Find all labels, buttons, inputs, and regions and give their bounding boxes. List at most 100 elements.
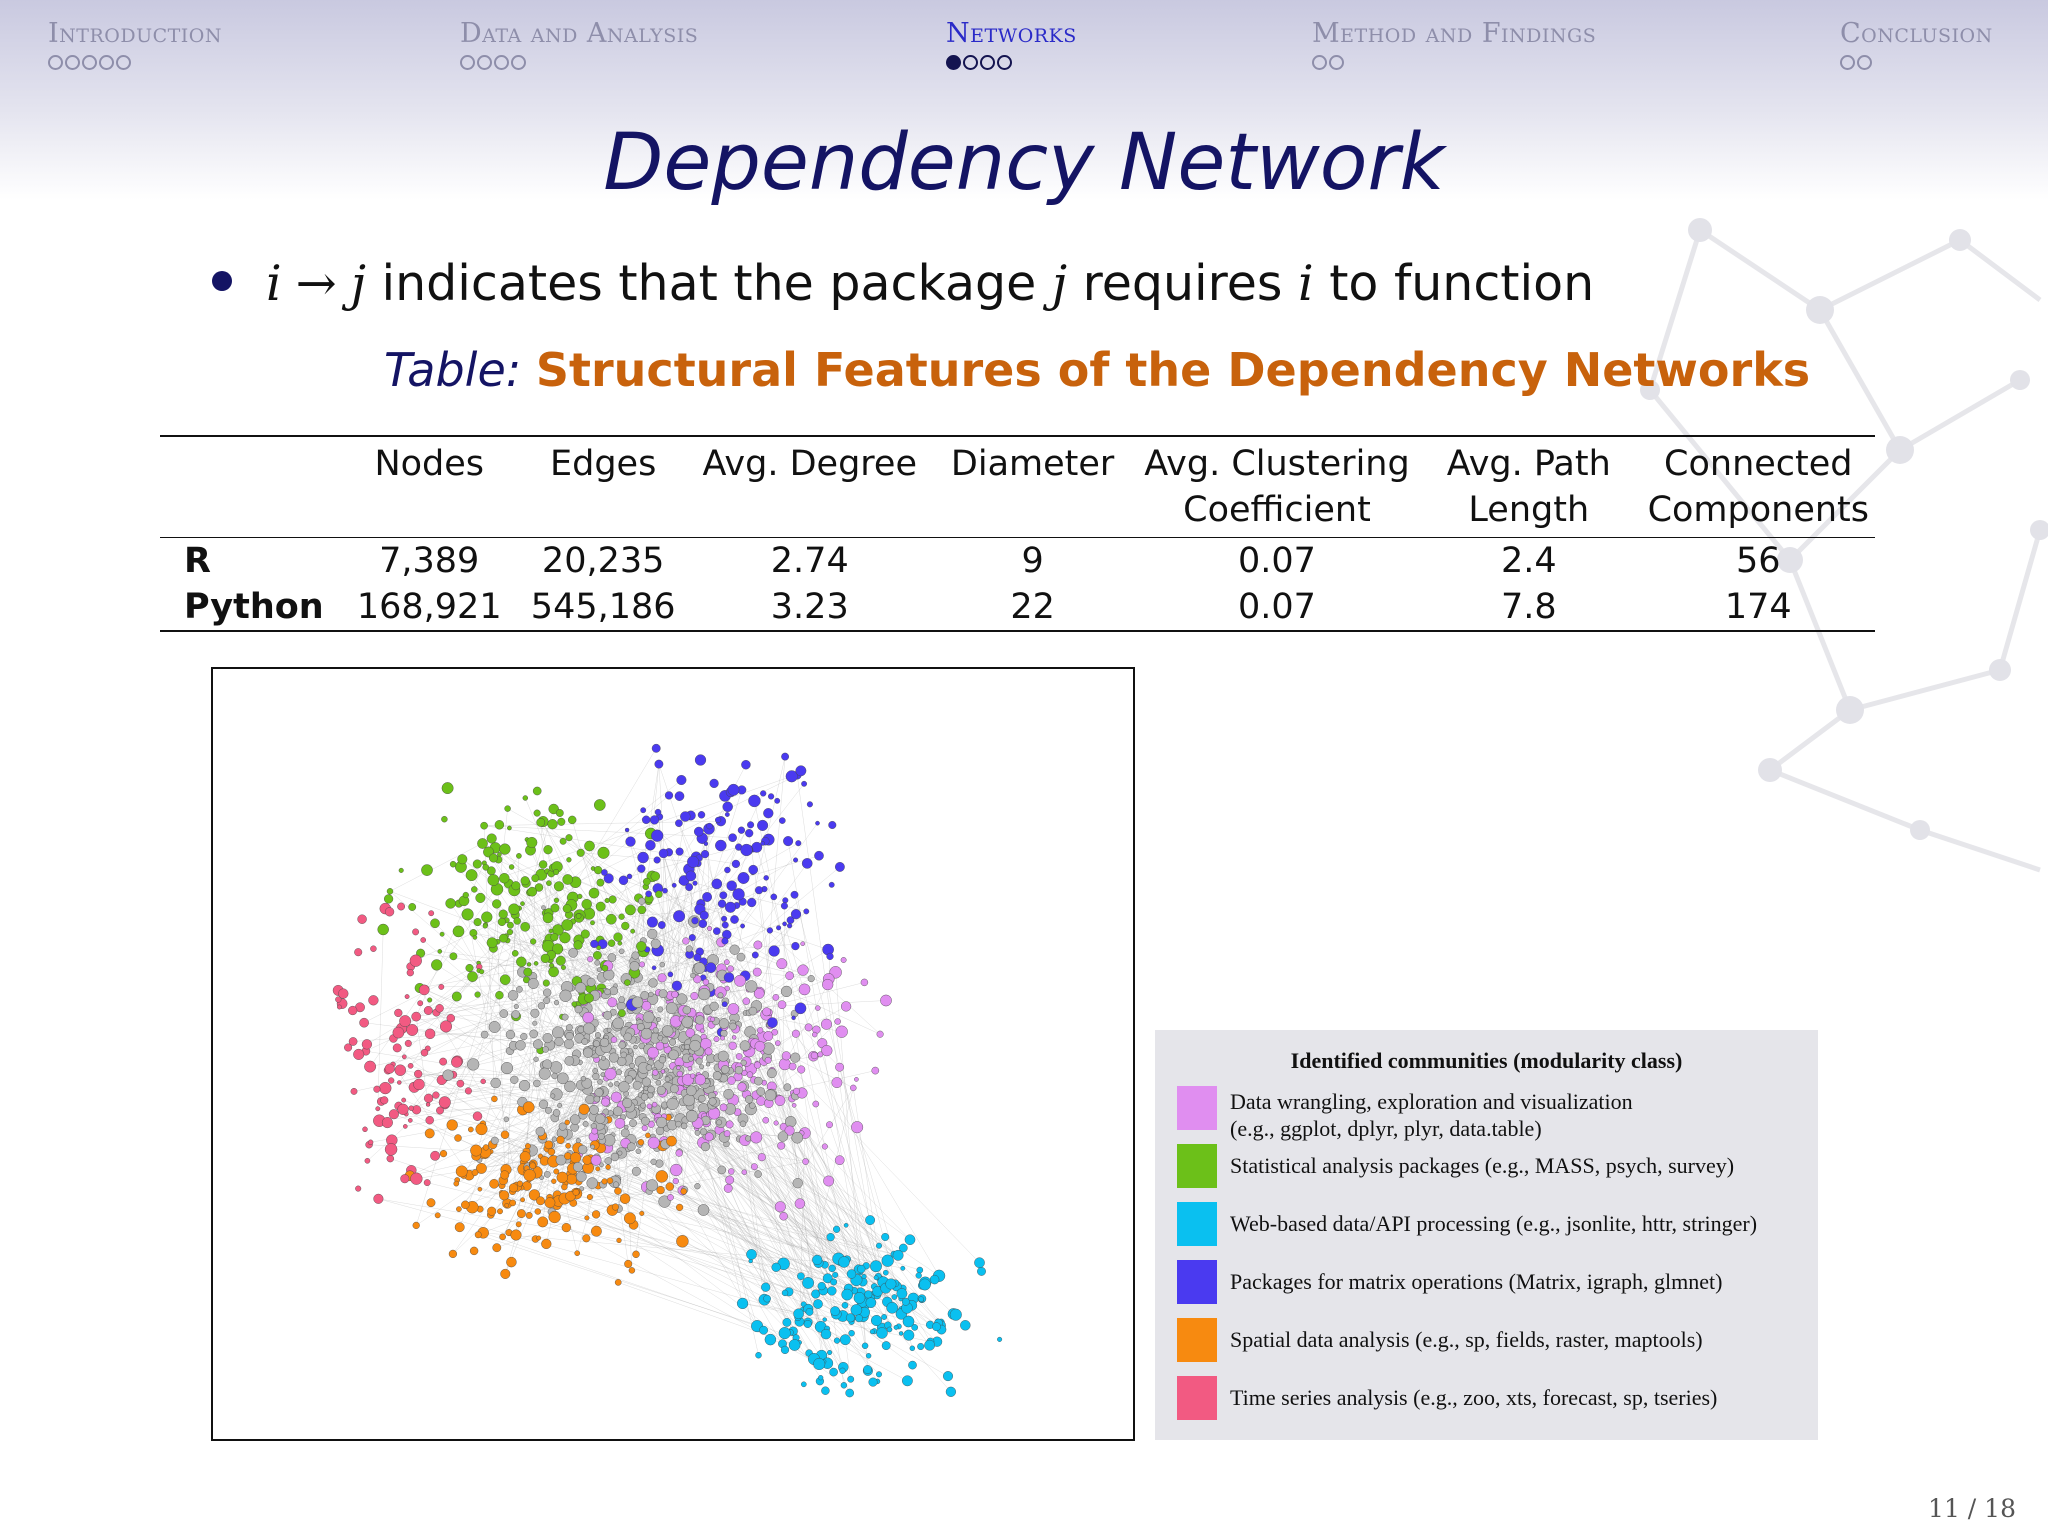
network-node (919, 1278, 931, 1291)
nav-dot[interactable] (82, 55, 97, 70)
nav-dot[interactable] (99, 55, 114, 70)
network-node (536, 817, 546, 827)
network-node (589, 1105, 599, 1115)
network-edge (415, 774, 798, 961)
nav-label: Method and Findings (1312, 18, 1597, 49)
nav-dot[interactable] (511, 55, 526, 70)
network-node (828, 881, 835, 888)
network-node (510, 1075, 519, 1084)
network-node (803, 908, 810, 915)
nav-dot[interactable] (1329, 55, 1344, 70)
network-edge (483, 825, 495, 1099)
network-node (830, 1306, 840, 1316)
network-node (489, 1178, 499, 1189)
network-edge (601, 1131, 913, 1366)
nav-dot[interactable] (1857, 55, 1872, 70)
nav-dot[interactable] (48, 55, 63, 70)
network-node (710, 1016, 715, 1022)
network-node (676, 774, 687, 785)
network-node (801, 780, 807, 787)
network-node (777, 1141, 786, 1150)
network-node (431, 959, 443, 971)
network-edge (569, 1035, 632, 1114)
nav-section-introduction[interactable]: Introduction (48, 18, 222, 70)
nav-dot[interactable] (65, 55, 80, 70)
network-node (537, 1002, 546, 1010)
network-node (482, 863, 490, 871)
table-cell: 0.07 (1238, 587, 1316, 627)
network-node (747, 821, 755, 829)
nav-dot[interactable] (997, 55, 1012, 70)
network-node (499, 1190, 510, 1201)
table-header-cell: Avg. Clustering Coefficient (1138, 436, 1416, 538)
network-node (590, 1144, 595, 1150)
network-node (451, 1056, 463, 1068)
nav-dot[interactable] (980, 55, 995, 70)
nav-section-method-and-findings[interactable]: Method and Findings (1312, 18, 1596, 70)
network-node (960, 1320, 971, 1331)
network-node (646, 1179, 659, 1192)
network-node (650, 1158, 657, 1165)
nav-dot[interactable] (116, 55, 131, 70)
network-node (774, 1095, 786, 1106)
nav-progress-dots (460, 55, 698, 70)
network-edge (720, 992, 765, 1300)
network-edge (399, 1082, 625, 1110)
network-node (776, 958, 788, 970)
network-node (656, 1017, 661, 1022)
network-node (401, 1054, 407, 1060)
network-node (552, 1109, 561, 1117)
network-edge (600, 1147, 860, 1299)
network-node (406, 1024, 419, 1036)
math-var-j: j (1051, 255, 1068, 312)
network-node (472, 859, 482, 869)
network-node (381, 1117, 393, 1129)
nav-dot[interactable] (460, 55, 475, 70)
nav-dot[interactable] (477, 55, 492, 70)
table-header-cell: Avg. Path Length (1416, 436, 1642, 538)
network-node (893, 1325, 899, 1330)
network-node (380, 1096, 389, 1105)
nav-dot[interactable] (1840, 55, 1855, 70)
network-node (815, 820, 820, 826)
network-node (722, 929, 732, 940)
network-node (582, 1011, 594, 1024)
nav-dot-current[interactable] (946, 55, 961, 70)
nav-section-conclusion[interactable]: Conclusion (1840, 18, 1993, 70)
network-edge (702, 1116, 865, 1277)
nav-dot[interactable] (1312, 55, 1327, 70)
header-avg-degree: Avg. Degree (702, 444, 917, 484)
nav-dot[interactable] (494, 55, 509, 70)
network-node (631, 996, 644, 1009)
network-node (794, 1198, 806, 1209)
network-node (618, 875, 629, 886)
nav-dot[interactable] (963, 55, 978, 70)
network-node (830, 1278, 838, 1286)
network-node (412, 1221, 420, 1230)
network-node (624, 1259, 633, 1268)
network-node (640, 991, 650, 1000)
network-node (812, 1254, 823, 1266)
network-node (767, 1017, 778, 1028)
network-node (699, 910, 709, 920)
nav-section-networks[interactable]: Networks (946, 18, 1077, 70)
network-node (480, 821, 488, 830)
network-node (742, 997, 750, 1005)
legend-label: Time series analysis (e.g., zoo, xts, fo… (1230, 1385, 1718, 1410)
network-node (746, 1071, 754, 1078)
network-node (548, 966, 559, 978)
network-edge (630, 841, 833, 1269)
network-node (407, 1118, 413, 1123)
nav-label: Data and Analysis (460, 18, 699, 49)
math-var-j: j (350, 255, 366, 312)
nav-section-data-and-analysis[interactable]: Data and Analysis (460, 18, 698, 70)
network-node (863, 1365, 872, 1374)
network-edge (536, 1083, 578, 1254)
network-node (791, 1015, 796, 1020)
network-node (427, 997, 433, 1003)
network-edge (576, 1033, 797, 1194)
network-edge (462, 859, 606, 969)
network-node (748, 864, 759, 875)
network-node (536, 1235, 542, 1241)
network-node (658, 848, 669, 859)
